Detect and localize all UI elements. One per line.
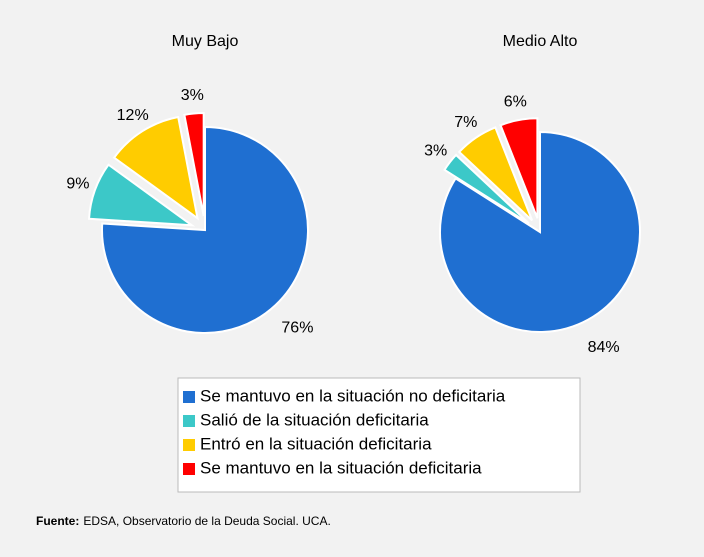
pie-slice xyxy=(457,126,534,222)
pie-slice xyxy=(101,125,309,334)
chart-title: Medio Alto xyxy=(503,33,578,50)
legend-label: Entró en la situación deficitaria xyxy=(200,434,432,453)
legend-swatch xyxy=(183,439,195,451)
pie-slice xyxy=(443,153,530,225)
legend-swatch xyxy=(183,415,195,427)
data-label: 76% xyxy=(281,320,313,337)
legend-swatch xyxy=(183,391,195,403)
source-text: EDSA, Observatorio de la Deuda Social. U… xyxy=(83,514,330,528)
pie-slice xyxy=(183,112,205,217)
pie-slice xyxy=(87,163,196,227)
legend-label: Se mantuvo en la situación no deficitari… xyxy=(200,386,506,405)
source-label: Fuente: xyxy=(36,514,79,528)
legend-box xyxy=(177,377,581,493)
source: Fuente: EDSA, Observatorio de la Deuda So… xyxy=(36,514,331,528)
pie-slice xyxy=(499,117,539,219)
data-label: 84% xyxy=(588,339,620,356)
pie-slice xyxy=(112,115,199,221)
data-label: 9% xyxy=(66,175,89,192)
chart-title: Muy Bajo xyxy=(172,33,239,50)
legend-label: Se mantuvo en la situación deficitaria xyxy=(200,458,482,477)
pie-slice xyxy=(439,130,641,333)
legend-swatch xyxy=(183,463,195,475)
data-label: 3% xyxy=(181,87,204,104)
data-label: 6% xyxy=(504,94,527,111)
data-label: 7% xyxy=(454,114,477,131)
data-label: 12% xyxy=(117,107,149,124)
legend-label: Salió de la situación deficitaria xyxy=(200,410,429,429)
data-label: 3% xyxy=(424,142,447,159)
